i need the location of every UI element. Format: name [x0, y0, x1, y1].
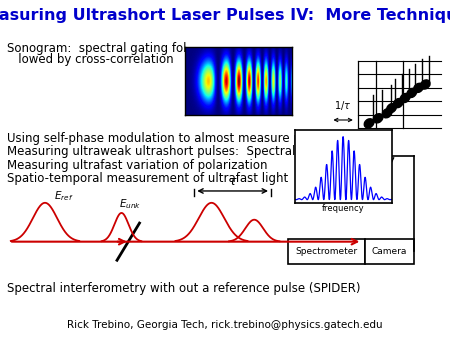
Text: $1/\tau$: $1/\tau$ — [334, 99, 352, 112]
Text: Spatio-temporal measurement of ultrafast light: Spatio-temporal measurement of ultrafast… — [7, 172, 288, 185]
Text: $\tau$: $\tau$ — [228, 175, 238, 188]
Ellipse shape — [400, 93, 410, 103]
Ellipse shape — [393, 98, 403, 108]
Bar — [288, 239, 364, 264]
Text: Measuring Ultrashort Laser Pulses IV:  More Techniques: Measuring Ultrashort Laser Pulses IV: Mo… — [0, 8, 450, 23]
Ellipse shape — [414, 83, 423, 93]
Text: Measuring ultrafast variation of polarization: Measuring ultrafast variation of polariz… — [7, 159, 267, 172]
Ellipse shape — [364, 119, 374, 128]
X-axis label: frequency: frequency — [322, 204, 365, 213]
Text: Rick Trebino, Georgia Tech, rick.trebino@physics.gatech.edu: Rick Trebino, Georgia Tech, rick.trebino… — [67, 319, 383, 330]
Text: Using self-phase modulation to almost measure pulses: Using self-phase modulation to almost me… — [7, 132, 331, 145]
Text: Measuring ultraweak ultrashort pulses:  Spectral Interferometry: Measuring ultraweak ultrashort pulses: S… — [7, 145, 386, 158]
Text: Spectral interferometry with out a reference pulse (SPIDER): Spectral interferometry with out a refer… — [7, 282, 360, 295]
Text: Spectrometer: Spectrometer — [295, 247, 357, 256]
Text: $E_{ref}$: $E_{ref}$ — [54, 189, 73, 203]
Text: $E_{unk}$: $E_{unk}$ — [119, 197, 141, 211]
Text: Camera: Camera — [372, 247, 407, 256]
Ellipse shape — [382, 108, 392, 118]
Ellipse shape — [407, 88, 417, 98]
Bar — [364, 239, 414, 264]
Text: lowed by cross-correlation: lowed by cross-correlation — [7, 53, 173, 66]
Ellipse shape — [420, 80, 430, 89]
Text: Sonogram:  spectral gating fol-: Sonogram: spectral gating fol- — [7, 42, 191, 55]
Ellipse shape — [387, 103, 396, 113]
Ellipse shape — [373, 114, 383, 123]
